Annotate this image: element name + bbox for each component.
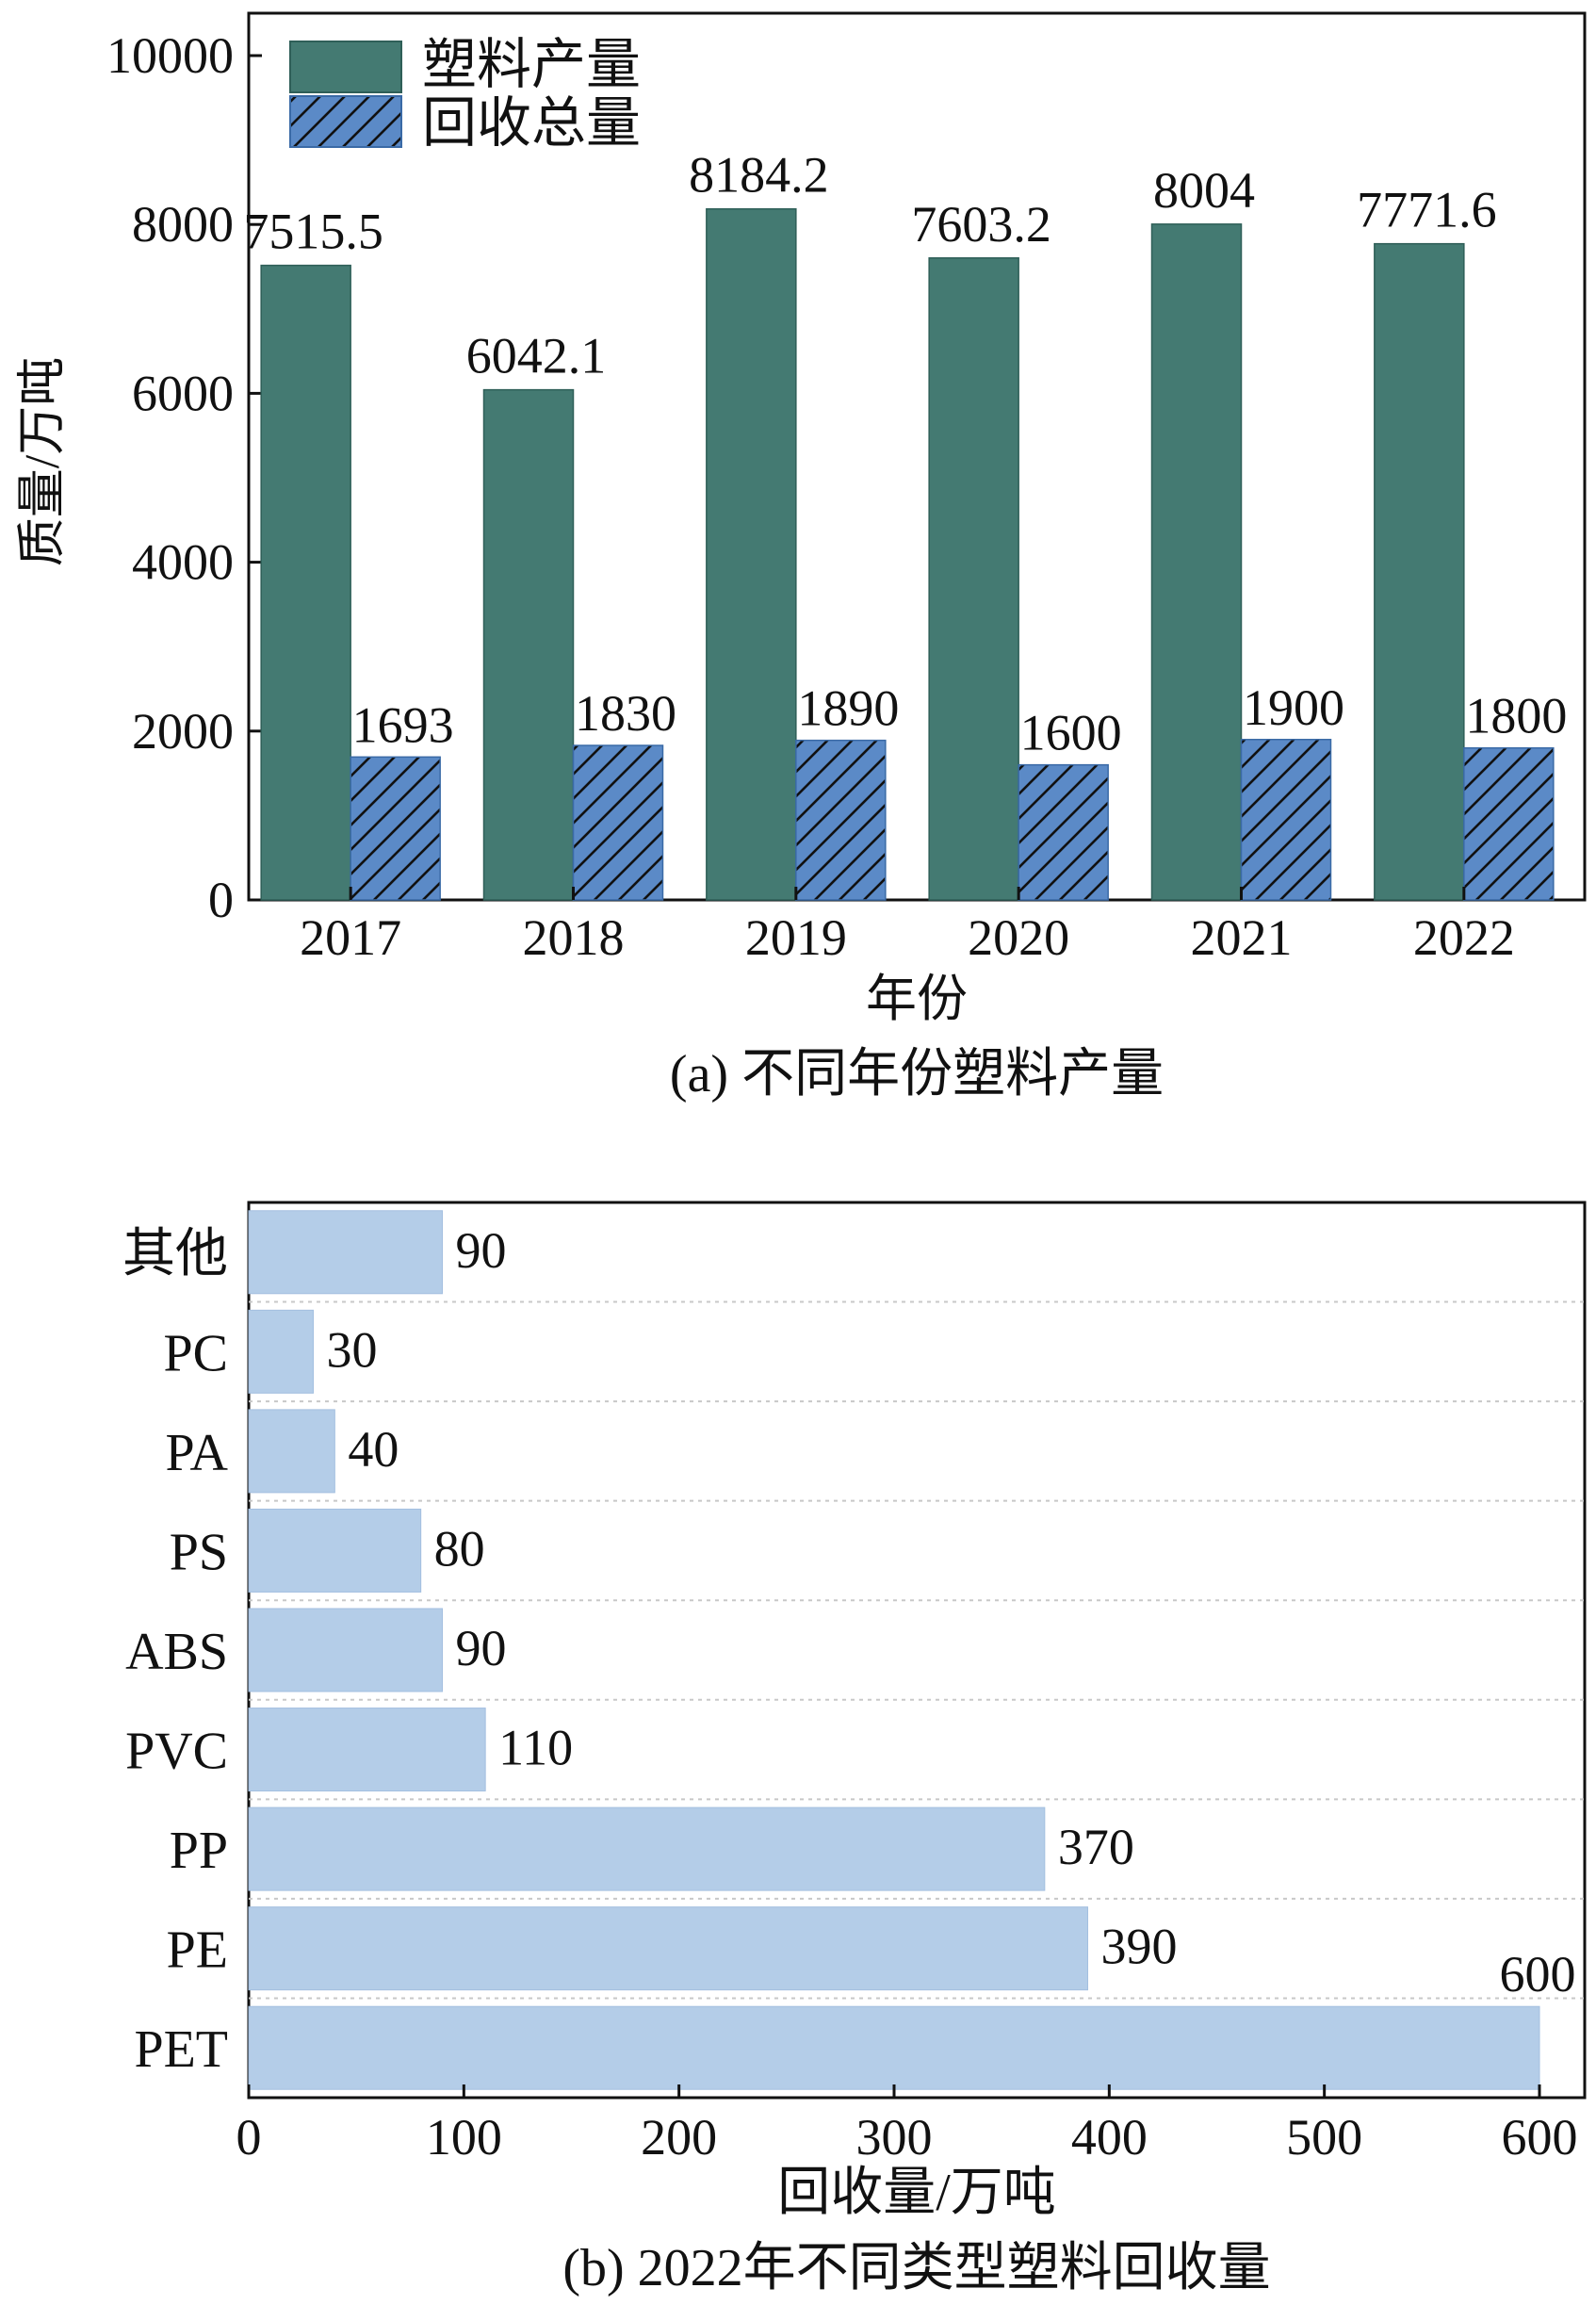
chart-a-value-label-recycling: 1900 xyxy=(1243,679,1344,736)
legend-swatch-production xyxy=(289,41,402,93)
chart-a-x-tick-label: 2020 xyxy=(968,909,1069,966)
chart-a-plot-frame xyxy=(247,11,1587,902)
chart-a-y-tick-label: 8000 xyxy=(132,196,234,253)
chart-a-bar-recycling xyxy=(350,756,441,901)
chart-a-bar-recycling xyxy=(1463,746,1555,901)
chart-a-bar-production xyxy=(1374,242,1465,901)
chart-b-value-label: 600 xyxy=(1500,1946,1576,2002)
chart-b-y-tick-label: PET xyxy=(134,2020,228,2079)
chart-b-x-tick-label: 500 xyxy=(1286,2109,1362,2166)
chart-b-y-axis: 其他 PC PA PS ABS PVC PP PE PET xyxy=(122,1225,229,2079)
chart-b-x-tick-label: 300 xyxy=(856,2109,933,2166)
chart-a-value-label-production: 6042.1 xyxy=(466,328,607,384)
chart-b-value-label: 390 xyxy=(1101,1919,1178,1975)
chart-b-y-tick-label: ABS xyxy=(125,1623,228,1681)
chart-a-value-label-production: 8004 xyxy=(1153,162,1255,219)
chart-b-value-label: 30 xyxy=(327,1321,378,1378)
chart-b-y-tick-label: PVC xyxy=(125,1723,228,1781)
chart-a-y-tick-label: 2000 xyxy=(132,703,234,760)
chart-b-y-tick-label: PS xyxy=(170,1523,228,1581)
chart-b: 90 30 40 80 90 110 370 390 600 其他 PC PA PS ABS PVC PP P… xyxy=(122,1201,1587,2297)
chart-b-caption: (b) 2022年不同类型塑料回收量 xyxy=(562,2239,1270,2297)
chart-a-bar-recycling xyxy=(1240,739,1332,901)
chart-b-x-axis: 0 100 200 300 400 500 600 xyxy=(236,2084,1578,2166)
chart-a-bar-production xyxy=(928,257,1019,901)
chart-a-x-tick-label: 2018 xyxy=(523,909,625,966)
chart-a-value-label-recycling: 1890 xyxy=(797,680,899,737)
chart-a-y-tick-label: 10000 xyxy=(106,27,234,84)
chart-b-x-tick-label: 0 xyxy=(236,2109,262,2166)
chart-a-x-tick-label: 2017 xyxy=(300,909,401,966)
chart-a-bar-recycling xyxy=(795,739,887,901)
chart-b-value-label: 90 xyxy=(456,1620,507,1676)
chart-a-bar-recycling xyxy=(572,744,664,901)
chart-a-bar-recycling xyxy=(1018,763,1109,901)
chart-b-bar xyxy=(248,1906,1088,1991)
chart-a-value-label-recycling: 1693 xyxy=(352,696,454,753)
chart-a-x-axis-label: 年份 xyxy=(866,971,968,1027)
chart-a-value-label-production: 8184.2 xyxy=(689,147,829,204)
chart-b-y-tick-label: PC xyxy=(164,1324,229,1382)
chart-a-caption: (a) 不同年份塑料产量 xyxy=(670,1045,1164,1103)
chart-a-y-tick-label: 6000 xyxy=(132,365,234,421)
chart-b-x-axis-label: 回收量/万吨 xyxy=(777,2164,1056,2222)
chart-a-y-axis: 0 2000 4000 6000 8000 10000 xyxy=(106,27,262,928)
legend-label-recycling: 回收总量 xyxy=(422,92,641,154)
chart-a-value-label-recycling: 1830 xyxy=(575,685,676,742)
chart-a-legend: 塑料产量 回收总量 xyxy=(289,34,641,154)
chart-b-value-label: 90 xyxy=(456,1222,507,1279)
chart-a-value-label-recycling: 1800 xyxy=(1465,688,1567,744)
chart-b-bar xyxy=(248,1210,443,1295)
chart-a-bars: 7515.5 1693 6042.1 1830 8184.2 1890 7603.2 1600… xyxy=(243,147,1567,901)
chart-b-bar xyxy=(248,1409,335,1494)
chart-a-y-axis-label: 质量/万吨 xyxy=(16,357,70,566)
legend-swatch-recycling xyxy=(289,95,402,148)
chart-a-y-tick-label: 0 xyxy=(208,872,234,928)
chart-b-bar xyxy=(248,1309,314,1394)
chart-b-y-tick-label: 其他 xyxy=(122,1225,228,1283)
chart-a-bar-production xyxy=(260,264,351,901)
chart-a-bar-production xyxy=(482,388,575,901)
chart-b-value-label: 40 xyxy=(348,1421,399,1478)
chart-b-x-tick-label: 400 xyxy=(1071,2109,1148,2166)
chart-b-bar xyxy=(248,1708,486,1792)
chart-a-x-tick-label: 2022 xyxy=(1413,909,1515,966)
chart-b-value-label: 80 xyxy=(434,1520,485,1577)
chart-a-x-axis: 2017 2018 2019 2020 2021 2022 xyxy=(300,887,1515,966)
chart-b-grid xyxy=(249,1300,1585,2000)
chart-a-bar-production xyxy=(706,207,797,901)
chart-b-x-tick-label: 200 xyxy=(641,2109,717,2166)
chart-a-value-label-production: 7515.5 xyxy=(243,204,383,260)
chart-a-bar-production xyxy=(1150,223,1243,901)
chart-b-bar xyxy=(248,1508,422,1593)
chart-b-value-label: 110 xyxy=(498,1720,573,1776)
chart-b-bar xyxy=(248,2005,1540,2090)
chart-b-x-tick-label: 600 xyxy=(1502,2109,1578,2166)
chart-b-y-tick-label: PA xyxy=(166,1424,229,1482)
chart-a-y-tick-label: 4000 xyxy=(132,534,234,591)
chart-b-bar xyxy=(248,1608,443,1692)
chart-a-value-label-production: 7603.2 xyxy=(911,196,1051,253)
chart-a-value-label-production: 7771.6 xyxy=(1357,182,1497,238)
chart-a-x-tick-label: 2021 xyxy=(1191,909,1293,966)
chart-a: 0 2000 4000 6000 8000 10000 7515.5 1693 6042.1 1… xyxy=(16,11,1587,1103)
chart-b-bar xyxy=(248,1806,1046,1891)
chart-b-value-label: 370 xyxy=(1058,1819,1134,1875)
chart-b-x-tick-label: 100 xyxy=(426,2109,502,2166)
chart-b-y-tick-label: PE xyxy=(167,1921,228,1980)
chart-a-x-tick-label: 2019 xyxy=(745,909,847,966)
legend-label-production: 塑料产量 xyxy=(422,34,641,95)
chart-b-bars: 90 30 40 80 90 110 370 390 600 xyxy=(248,1210,1576,2090)
chart-b-y-tick-label: PP xyxy=(170,1822,228,1880)
chart-a-value-label-recycling: 1600 xyxy=(1020,705,1122,761)
